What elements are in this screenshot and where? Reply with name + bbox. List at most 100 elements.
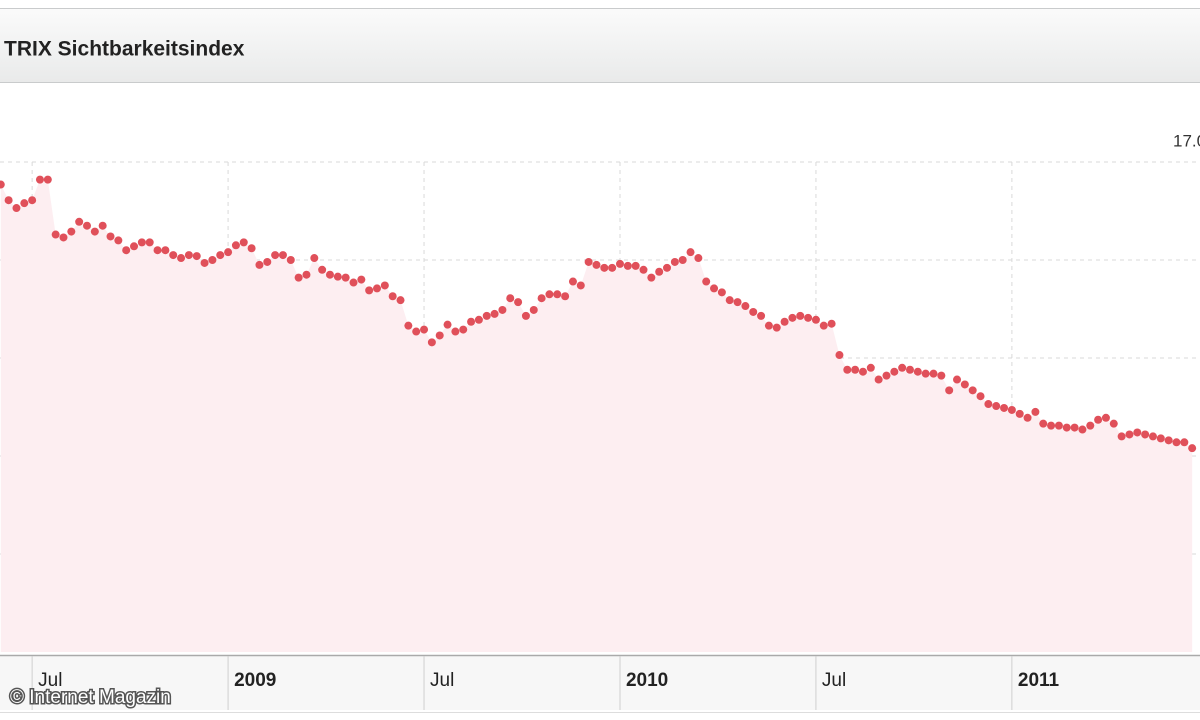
data-point	[568, 277, 577, 286]
data-point	[858, 367, 867, 376]
data-point	[474, 315, 483, 324]
data-point	[482, 311, 491, 320]
data-point	[1164, 436, 1173, 445]
data-point	[130, 242, 139, 251]
data-point	[1086, 421, 1095, 430]
data-point	[1039, 419, 1048, 428]
data-point	[325, 270, 334, 279]
data-point	[1148, 432, 1157, 441]
data-point	[200, 258, 209, 267]
data-point	[1133, 428, 1142, 437]
data-point	[514, 298, 523, 307]
chart-title: TRIX Sichtbarkeitsindex	[4, 38, 245, 61]
data-point	[1015, 409, 1024, 418]
data-point	[804, 313, 813, 322]
data-point	[811, 315, 820, 324]
data-point	[90, 227, 99, 236]
data-point	[247, 244, 256, 253]
data-point	[1047, 421, 1056, 430]
data-point	[443, 320, 452, 329]
data-point	[420, 325, 429, 334]
data-point	[882, 371, 891, 380]
data-point	[694, 254, 703, 263]
area	[0, 179, 1193, 652]
data-point	[655, 267, 664, 276]
data-point	[161, 246, 170, 255]
data-point	[796, 311, 805, 320]
data-point	[224, 248, 233, 257]
data-point	[992, 402, 1001, 411]
data-point	[545, 290, 554, 299]
data-point	[427, 338, 436, 347]
data-point	[851, 365, 860, 374]
data-point	[231, 241, 240, 250]
data-point	[263, 257, 272, 266]
data-point	[772, 323, 781, 332]
data-point	[890, 367, 899, 376]
data-point	[1031, 407, 1040, 416]
data-point	[623, 261, 632, 270]
data-point	[1094, 415, 1103, 424]
data-point	[608, 263, 617, 272]
data-point	[153, 246, 162, 255]
data-point	[788, 313, 797, 322]
data-point	[43, 175, 52, 184]
data-point	[184, 251, 193, 260]
data-point	[874, 375, 883, 384]
data-point	[592, 260, 601, 269]
data-point	[1078, 425, 1087, 434]
data-point	[341, 273, 350, 282]
data-point	[255, 260, 264, 269]
data-point	[302, 270, 311, 279]
data-point	[396, 296, 405, 305]
data-point	[239, 238, 248, 247]
data-point	[0, 180, 5, 189]
data-point	[702, 277, 711, 286]
data-point	[435, 331, 444, 340]
data-point	[271, 251, 280, 260]
data-point	[1062, 423, 1071, 432]
data-point	[905, 365, 914, 374]
data-point	[976, 392, 985, 401]
data-point	[137, 238, 146, 247]
data-point	[945, 386, 954, 395]
data-point	[631, 261, 640, 270]
data-point	[529, 305, 538, 314]
data-point	[122, 246, 131, 255]
data-point	[412, 327, 421, 336]
x-axis-band	[0, 656, 1200, 710]
data-point	[286, 256, 295, 264]
data-point	[1172, 438, 1181, 447]
data-point	[984, 400, 993, 409]
data-point	[749, 307, 758, 316]
data-point	[615, 259, 624, 268]
date-annotation: 17.03	[1173, 131, 1200, 150]
data-point	[388, 292, 397, 301]
data-point	[898, 363, 907, 372]
data-point	[561, 292, 570, 301]
data-point	[208, 256, 217, 264]
data-point	[678, 256, 687, 264]
data-point	[1023, 413, 1032, 422]
data-point	[710, 284, 719, 293]
data-point	[333, 272, 342, 281]
data-point	[459, 325, 468, 334]
data-point	[216, 251, 225, 260]
data-point	[490, 309, 499, 318]
data-point	[145, 238, 154, 247]
data-point	[960, 380, 969, 389]
data-point	[968, 386, 977, 395]
data-point	[921, 369, 930, 378]
data-point	[686, 248, 695, 257]
data-point	[278, 251, 287, 260]
header-bar	[0, 8, 1200, 82]
data-point	[725, 296, 734, 305]
x-tick-label: Jul	[430, 670, 454, 691]
data-point	[365, 286, 374, 295]
data-point	[20, 199, 29, 208]
data-point	[1000, 403, 1009, 412]
data-point	[28, 196, 37, 205]
data-point	[349, 278, 358, 287]
